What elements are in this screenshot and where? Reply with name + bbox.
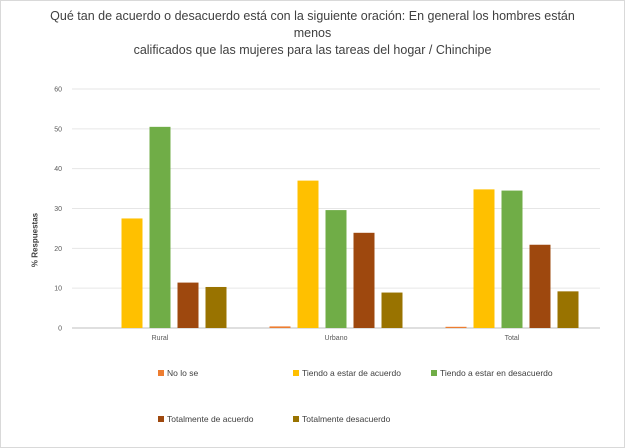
bar-total-1 [473, 189, 495, 328]
y-tick-label: 40 [54, 166, 62, 173]
bar-rural-3 [177, 282, 199, 328]
bar-urbano-2 [325, 210, 347, 328]
y-tick-label: 0 [58, 326, 62, 333]
y-tick-label: 10 [54, 286, 62, 293]
chart-title-line-1: Qué tan de acuerdo o desacuerdo está con… [50, 9, 575, 40]
bar-total-2 [501, 190, 523, 328]
x-tick-label: Total [505, 335, 520, 342]
bar-total-0 [445, 326, 467, 328]
y-tick-label: 60 [54, 87, 62, 94]
bar-rural-2 [149, 126, 171, 328]
y-tick-label: 20 [54, 246, 62, 253]
y-tick-label: 30 [54, 206, 62, 213]
bar-urbano-1 [297, 180, 319, 328]
x-tick-label: Urbano [325, 335, 348, 342]
bar-urbano-4 [381, 292, 403, 328]
bar-urbano-0 [269, 326, 291, 328]
bar-total-3 [529, 244, 551, 328]
chart-title-line-2: calificados que las mujeres para las tar… [133, 43, 492, 57]
bar-total-4 [557, 291, 579, 328]
x-tick-label: Rural [152, 335, 169, 342]
bar-urbano-3 [353, 232, 375, 328]
bar-rural-1 [121, 218, 143, 328]
bar-rural-4 [205, 286, 227, 328]
y-tick-label: 50 [54, 126, 62, 133]
chart-title: Qué tan de acuerdo o desacuerdo está con… [40, 8, 585, 59]
